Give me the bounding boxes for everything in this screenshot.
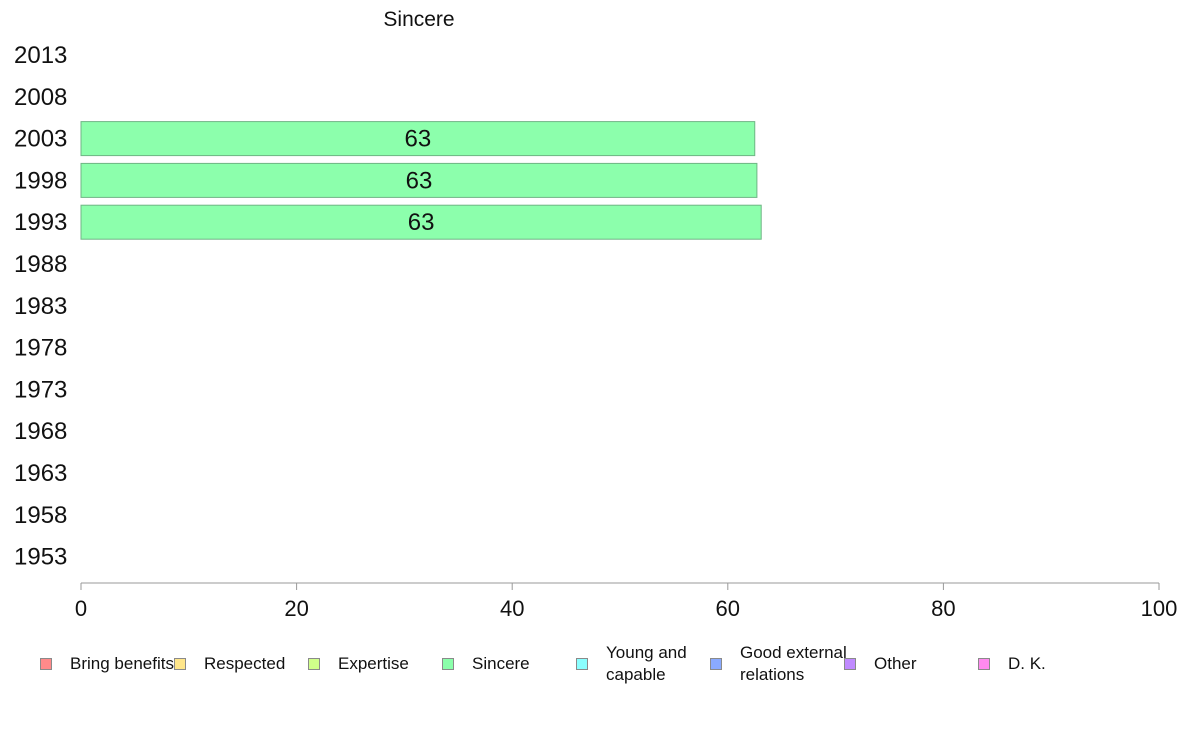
y-tick-label: 1998 xyxy=(14,167,67,194)
legend-item: Young and capable xyxy=(576,630,716,698)
legend-label: D. K. xyxy=(1008,654,1046,673)
legend-swatch xyxy=(978,658,990,670)
legend-item: D. K. xyxy=(978,630,1118,698)
y-tick-label: 1958 xyxy=(14,502,67,529)
bar-value-label: 63 xyxy=(408,209,435,236)
legend-label: Other xyxy=(874,654,917,673)
legend-item: Bring benefits xyxy=(40,630,180,698)
y-tick-label: 1968 xyxy=(14,418,67,445)
y-tick-label: 1983 xyxy=(14,293,67,320)
legend-swatch xyxy=(710,658,722,670)
bar-value-label: 63 xyxy=(405,126,432,153)
legend-item: Other xyxy=(844,630,984,698)
legend-label: Good external relations xyxy=(740,643,847,684)
y-tick-label: 1988 xyxy=(14,251,67,278)
legend-item: Respected xyxy=(174,630,314,698)
legend-item: Sincere xyxy=(442,630,582,698)
legend-label: Respected xyxy=(204,654,286,673)
y-tick-label: 2008 xyxy=(14,84,67,111)
legend-item: Good external relations xyxy=(710,630,850,698)
legend-swatch xyxy=(844,658,856,670)
y-tick-label: 2013 xyxy=(14,42,67,69)
x-tick-label: 80 xyxy=(931,596,955,621)
y-axis-labels: 2013 2008 2003 1998 1993 1988 1983 1978 1973 1968… xyxy=(14,42,67,571)
legend-item: Expertise xyxy=(308,630,448,698)
y-tick-label: 1963 xyxy=(14,460,67,487)
y-tick-label: 2003 xyxy=(14,126,67,153)
legend-label: Sincere xyxy=(472,654,530,673)
x-tick-label: 0 xyxy=(75,596,87,621)
x-axis: 0 20 40 60 80 100 xyxy=(75,582,1178,621)
x-tick-label: 40 xyxy=(500,596,524,621)
x-tick-label: 60 xyxy=(716,596,740,621)
x-tick-label: 100 xyxy=(1141,596,1178,621)
legend-swatch xyxy=(576,658,588,670)
legend-swatch xyxy=(174,658,186,670)
bar xyxy=(80,204,762,240)
legend-swatch xyxy=(442,658,454,670)
legend-label: Expertise xyxy=(338,654,409,673)
bars: 63 63 63 xyxy=(80,121,762,240)
chart: Sincere 2013 2008 2003 1998 1993 1988 1983 1978… xyxy=(14,8,1178,621)
x-tick-label: 20 xyxy=(284,596,308,621)
y-tick-label: 1993 xyxy=(14,209,67,236)
legend-label: Bring benefits xyxy=(70,654,174,673)
legend-label: Young and capable xyxy=(606,643,687,684)
bar xyxy=(80,121,756,157)
legend-swatch xyxy=(308,658,320,670)
legend: Bring benefits Respected Expertise Sincere Y… xyxy=(0,630,1188,710)
chart-title: Sincere xyxy=(383,8,454,31)
legend-swatch xyxy=(40,658,52,670)
bar xyxy=(80,162,758,198)
y-tick-label: 1953 xyxy=(14,544,67,571)
bar-value-label: 63 xyxy=(406,167,433,194)
y-tick-label: 1978 xyxy=(14,335,67,362)
y-tick-label: 1973 xyxy=(14,376,67,403)
